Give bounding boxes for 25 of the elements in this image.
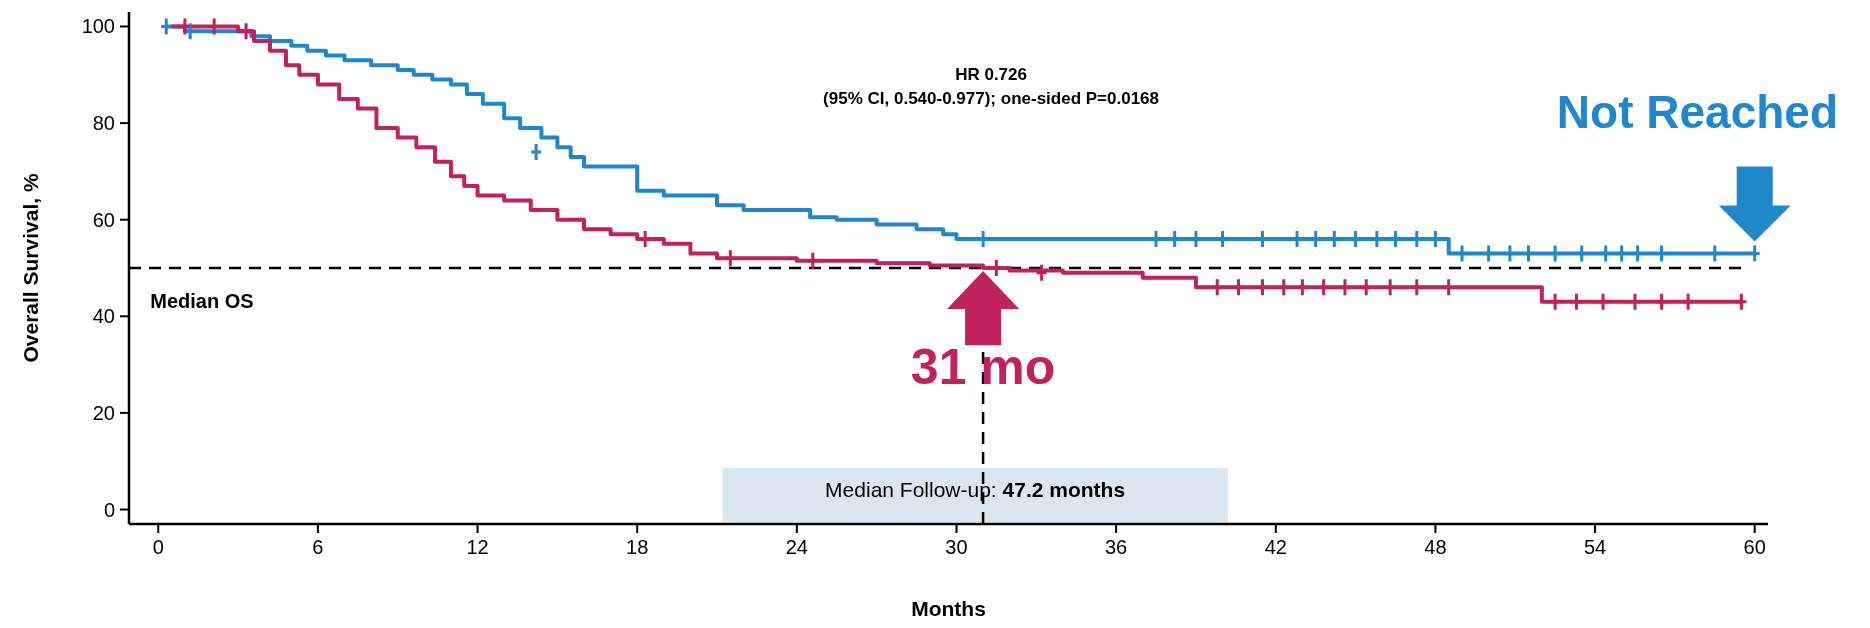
ref-line-label: Median OS xyxy=(150,290,254,312)
x-tick-label: 24 xyxy=(785,536,808,558)
x-tick-label: 30 xyxy=(945,536,968,558)
x-tick-label: 48 xyxy=(1424,536,1447,558)
y-tick-label: 40 xyxy=(92,305,115,328)
annotation: (95% CI, 0.540-0.977); one-sided P=0.0168 xyxy=(823,88,1160,108)
x-tick-label: 36 xyxy=(1105,536,1128,558)
y-axis-title: Overall Survival, % xyxy=(19,173,42,363)
annotation: 31 mo xyxy=(910,338,1056,395)
y-tick-label: 0 xyxy=(103,498,115,521)
annotation: HR 0.726 xyxy=(955,64,1027,84)
x-tick-label: 54 xyxy=(1583,536,1607,558)
annotation: Not Reached xyxy=(1556,85,1838,138)
x-tick-label: 6 xyxy=(312,536,324,558)
y-tick-label: 100 xyxy=(81,15,115,38)
annotation: Median Follow-up: 47.2 months xyxy=(825,477,1126,501)
x-tick-label: 0 xyxy=(152,536,164,558)
x-tick-label: 18 xyxy=(626,536,649,558)
y-tick-label: 20 xyxy=(92,401,115,424)
y-tick-label: 80 xyxy=(92,112,115,135)
x-tick-label: 12 xyxy=(466,536,489,558)
y-tick-label: 60 xyxy=(92,208,115,231)
x-tick-label: 60 xyxy=(1743,536,1766,558)
x-tick-label: 42 xyxy=(1264,536,1287,558)
x-axis-title: Months xyxy=(911,597,986,620)
